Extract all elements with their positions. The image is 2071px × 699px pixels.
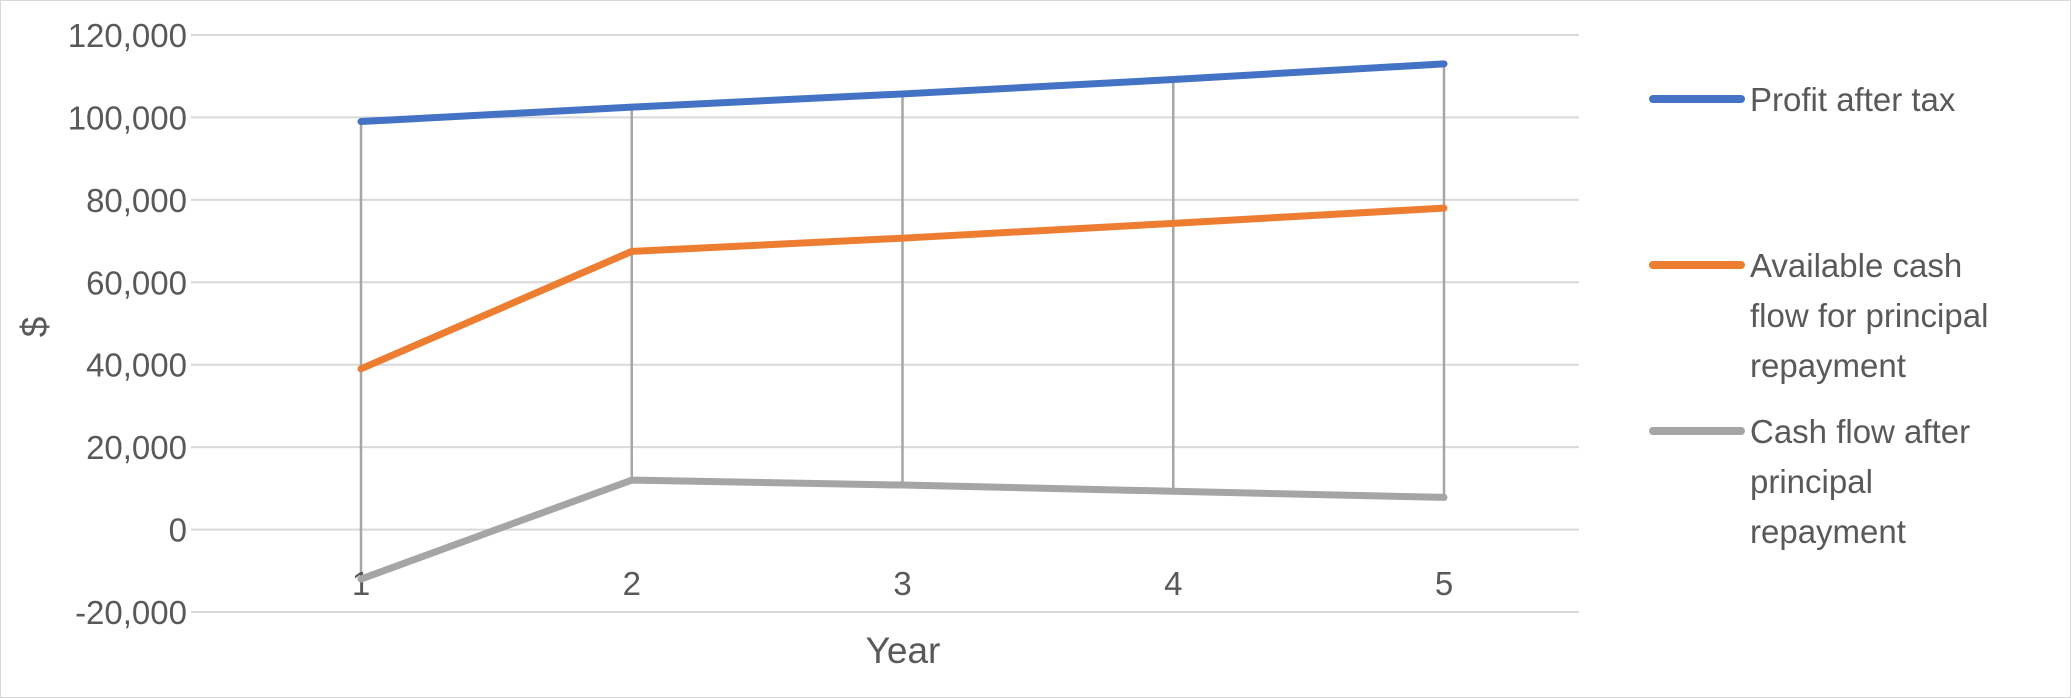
legend-entry: Available cash flow for principal repaymen…: [1649, 247, 1988, 384]
series-lines: [357, 60, 1448, 583]
x-axis-title: Year: [866, 630, 941, 671]
legend-label: principal: [1750, 463, 1873, 500]
y-tick-label: 60,000: [86, 264, 187, 301]
legend-entry: Cash flow after principal repayment: [1649, 413, 1970, 550]
drop-lines: [359, 63, 1446, 580]
legend: Profit after tax Available cash flow for p…: [1649, 81, 1988, 550]
x-axis-ticks: 1 2 3 4 5: [352, 565, 1453, 602]
x-tick-label: 5: [1435, 565, 1453, 602]
x-tick-label: 4: [1164, 565, 1182, 602]
y-tick-label: 120,000: [68, 17, 187, 54]
y-axis-ticks: -20,000 0 20,000 40,000 60,000 80,000 100,000 1…: [68, 17, 187, 631]
legend-label: flow for principal: [1750, 297, 1988, 334]
x-tick-label: 3: [893, 565, 911, 602]
y-tick-label: 20,000: [86, 429, 187, 466]
legend-label: repayment: [1750, 513, 1906, 550]
legend-entry: Profit after tax: [1649, 81, 1956, 118]
legend-label: Available cash: [1750, 247, 1962, 284]
series-line: [357, 60, 1448, 126]
y-tick-label: -20,000: [75, 594, 187, 631]
legend-label: Cash flow after: [1750, 413, 1970, 450]
legend-label: repayment: [1750, 347, 1906, 384]
series-line: [357, 476, 1448, 583]
legend-label: Profit after tax: [1750, 81, 1956, 118]
x-tick-label: 1: [352, 565, 370, 602]
y-tick-label: 0: [169, 512, 187, 549]
y-tick-label: 100,000: [68, 99, 187, 136]
y-axis-title: $: [14, 317, 55, 338]
y-tick-label: 40,000: [86, 347, 187, 384]
y-tick-label: 80,000: [86, 182, 187, 219]
x-tick-label: 2: [623, 565, 641, 602]
series-line: [357, 204, 1448, 373]
